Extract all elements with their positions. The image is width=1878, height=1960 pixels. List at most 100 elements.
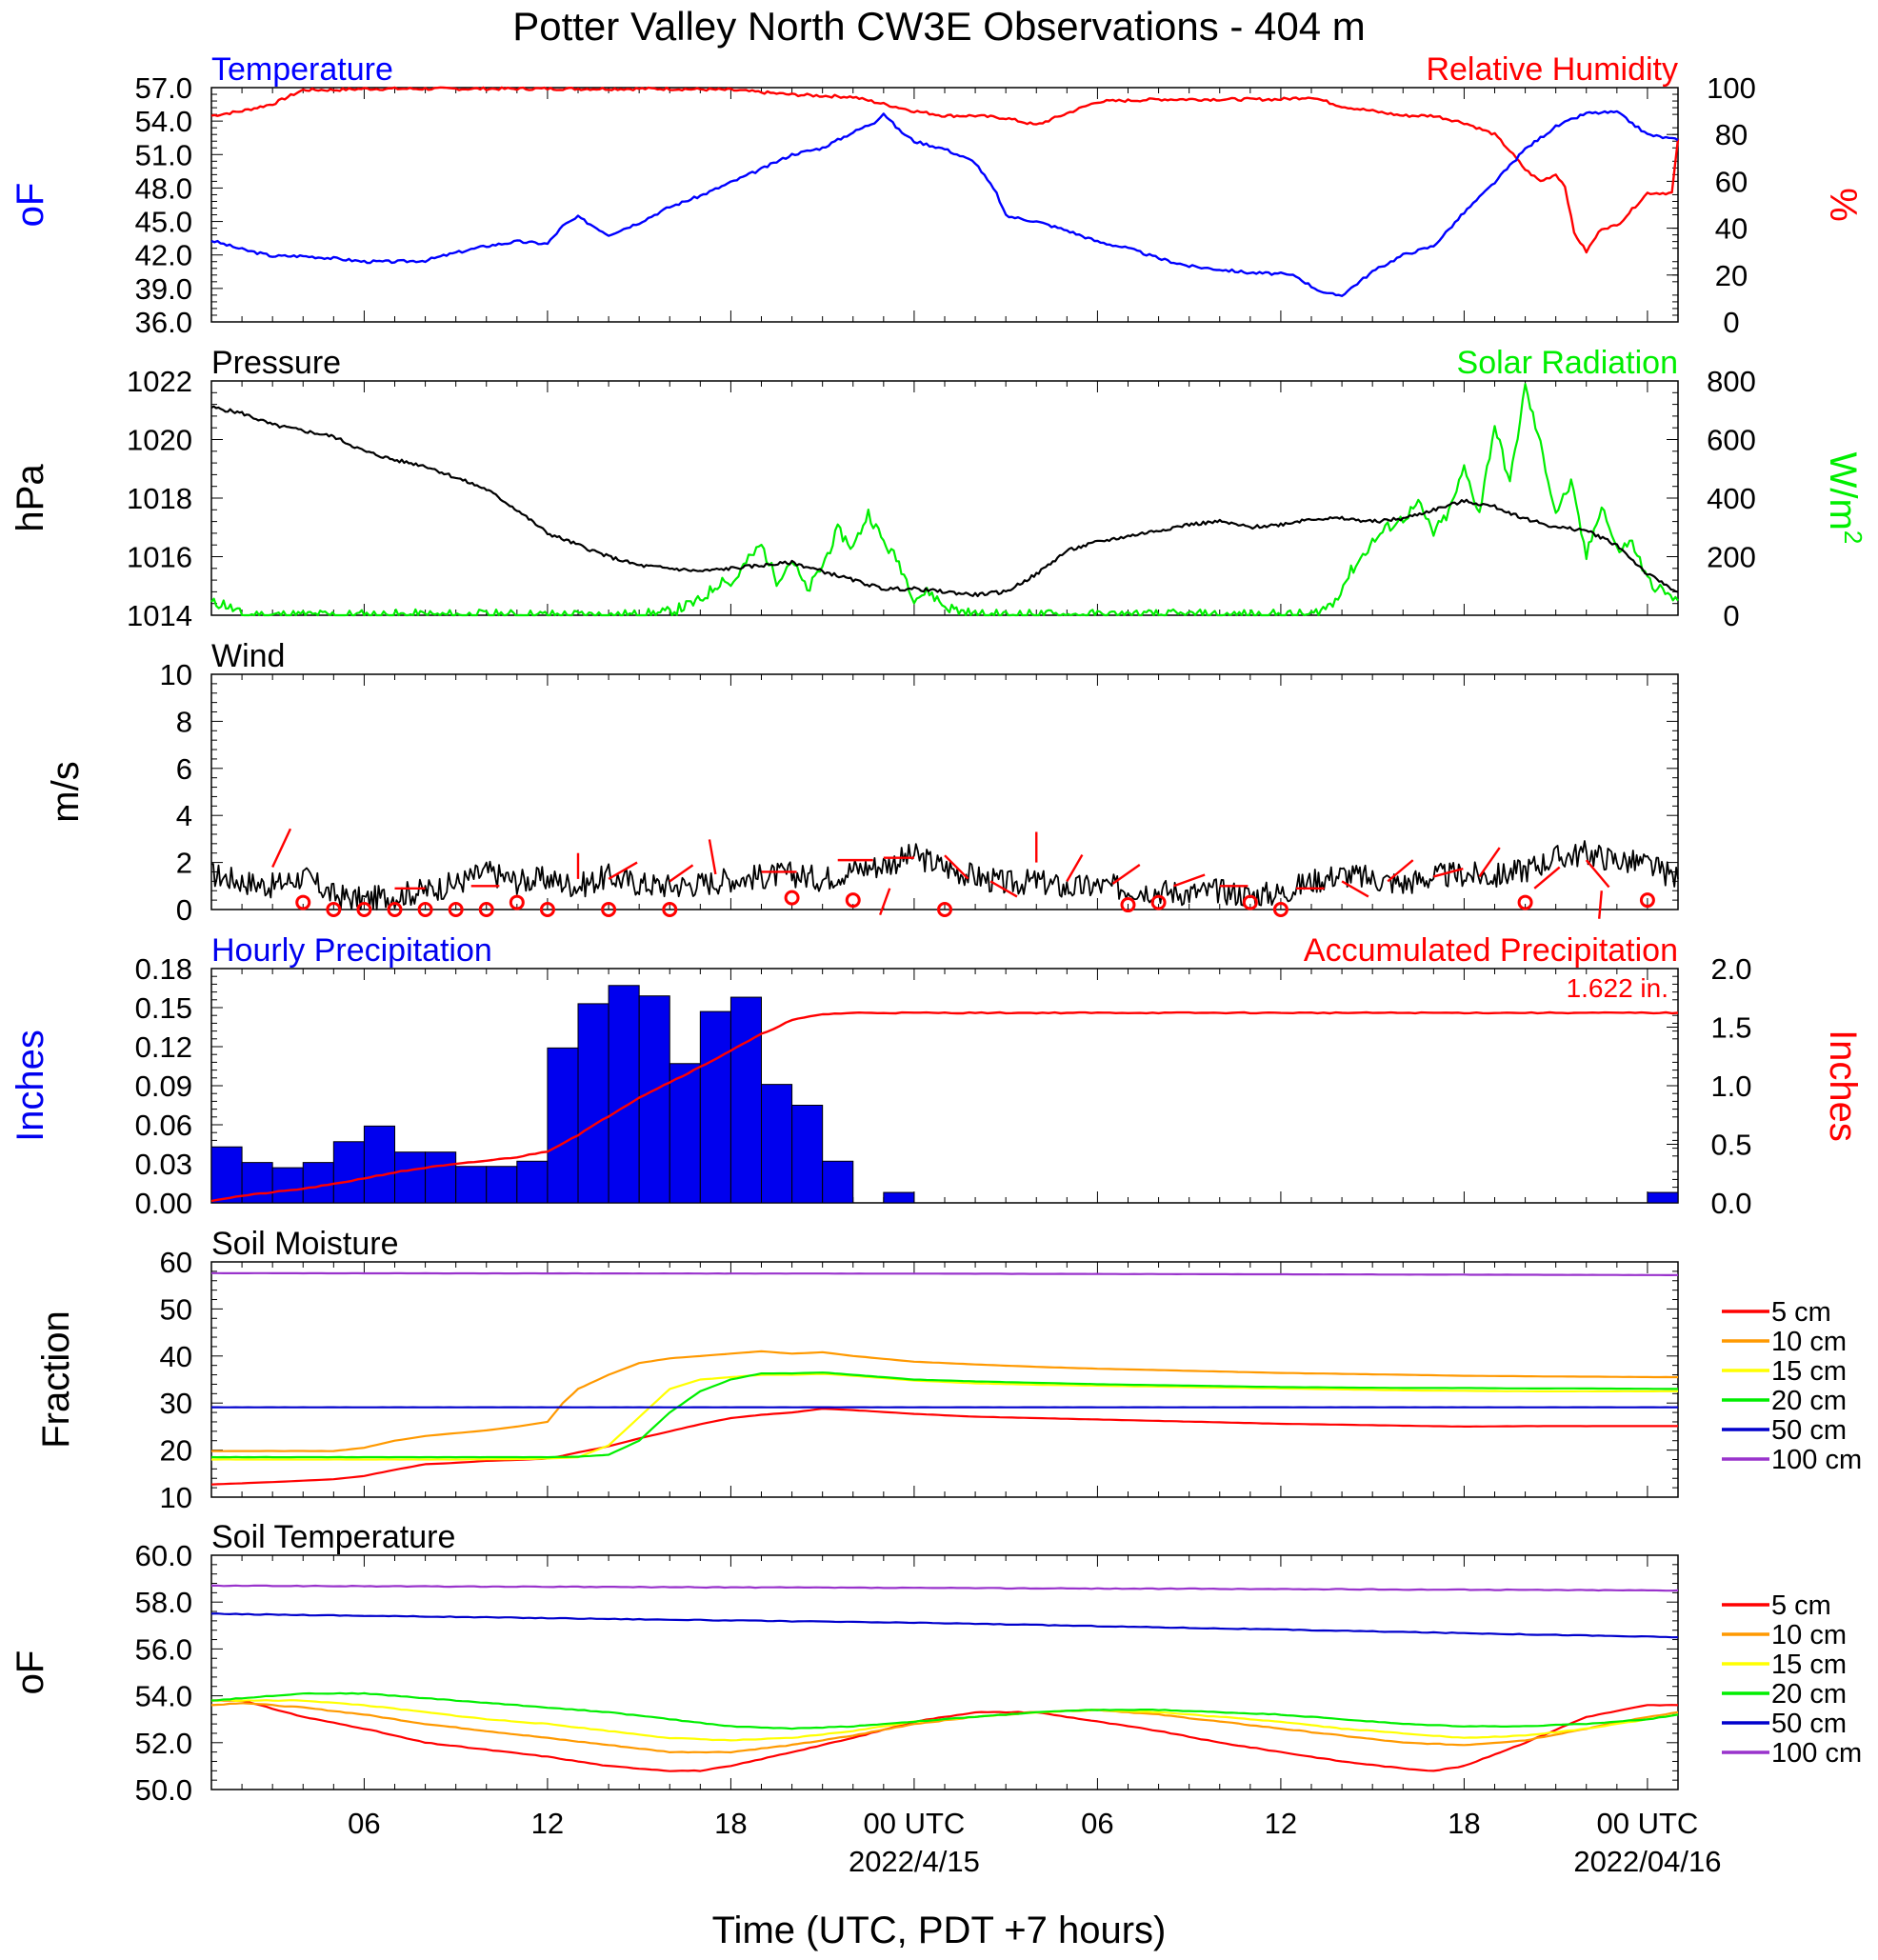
precip-bar (1647, 1191, 1679, 1204)
series-temperature (210, 110, 1679, 297)
series-solar-radiation (210, 383, 1679, 617)
wind-calm-marker (1639, 892, 1655, 909)
wind-barb (708, 839, 717, 875)
y-right-tick-label: 200 (1707, 541, 1756, 574)
y-tick-label: 56.0 (135, 1632, 192, 1666)
precip-bar (425, 1151, 457, 1204)
y-tick-label: 1018 (127, 482, 192, 515)
y-tick-label: 57.0 (135, 71, 192, 105)
x-tick-date-label: 2022/4/15 (849, 1845, 980, 1878)
wind-calm-marker (539, 902, 555, 917)
panel-title-temperature: Temperature (211, 51, 393, 88)
x-tick-label: 00 UTC (864, 1807, 966, 1840)
wind-calm-marker (1517, 894, 1533, 910)
y-tick-label: 54.0 (135, 105, 192, 138)
legend-label: 15 cm (1771, 1650, 1847, 1680)
y-tick-label: 60.0 (135, 1539, 192, 1572)
precip-bar (271, 1167, 304, 1204)
y-tick-label: 52.0 (135, 1727, 192, 1760)
series-15-cm (211, 1372, 1678, 1461)
panel-pressure-solar: 1014 1016 1018 1020 1022 0 200 400 600 800 Pressur… (10, 345, 1868, 632)
precip-bar (577, 1003, 609, 1204)
precip-bar (516, 1160, 549, 1204)
precip-bar (729, 996, 763, 1204)
panel-soil-moisture: 10 20 30 40 50 60 Soil Moisture Fraction 5 cm10 … (35, 1226, 1862, 1514)
precip-bar (791, 1105, 824, 1204)
wind-barb (608, 861, 638, 880)
y-right-tick-label: 600 (1707, 424, 1756, 457)
y-right-tick-label: 0.5 (1710, 1129, 1751, 1162)
legend-label: 100 cm (1771, 1445, 1862, 1475)
precip-bar (241, 1162, 273, 1204)
legend-label: 5 cm (1771, 1297, 1831, 1328)
y-right-tick-label: 60 (1715, 165, 1748, 198)
y-tick-label: 40 (160, 1340, 192, 1373)
precip-bar (883, 1191, 915, 1204)
wind-barb (1478, 847, 1501, 878)
panel-title-pressure: Pressure (211, 345, 341, 381)
wind-barb (1173, 873, 1206, 888)
panel-temperature-humidity: 36.039.042.045.048.051.054.057.0 0 20 40 60 8… (10, 51, 1864, 339)
legend-label: 20 cm (1771, 1679, 1847, 1710)
precip-bar (302, 1162, 334, 1204)
y-label-wind: m/s (45, 761, 87, 822)
panel-title-humidity: Relative Humidity (1426, 51, 1678, 88)
y-right-tick-label: 40 (1715, 212, 1748, 246)
y-tick-label: 0.09 (135, 1070, 192, 1103)
y-label-hourly-precip: Inches (10, 1030, 51, 1142)
series-20-cm (210, 1371, 1678, 1459)
y-tick-label: 30 (160, 1387, 192, 1420)
legend-label: 50 cm (1771, 1709, 1847, 1739)
panel-soil-temperature: 50.0 52.0 54.0 56.0 58.0 60.0 Soil Temperature… (10, 1519, 1862, 1807)
precip-bar (547, 1047, 579, 1204)
y-label-accumulated-precip: Inches (1822, 1030, 1864, 1142)
precip-bar (822, 1160, 854, 1204)
y-tick-label: 0.15 (135, 991, 192, 1025)
y-right-tick-label: 800 (1707, 365, 1756, 398)
y-tick-label: 45.0 (135, 206, 192, 239)
x-axis-label: Time (UTC, PDT +7 hours) (712, 1910, 1167, 1951)
series-10-cm (211, 1350, 1678, 1452)
legend-label: 5 cm (1771, 1590, 1831, 1621)
y-label-temperature: oF (10, 183, 51, 228)
y-tick-label: 0.03 (135, 1148, 192, 1181)
wind-calm-marker (1242, 894, 1258, 910)
wind-calm-marker (295, 894, 311, 910)
y-tick-label: 10 (160, 658, 192, 691)
x-tick-label: 06 (1081, 1807, 1113, 1840)
wind-calm-marker (601, 902, 617, 917)
y-right-tick-label: 80 (1715, 118, 1748, 151)
y-tick-label: 6 (176, 752, 192, 786)
y-tick-label: 51.0 (135, 138, 192, 171)
y-label-humidity: % (1822, 188, 1864, 222)
x-tick-label: 18 (1448, 1807, 1480, 1840)
precip-bar (761, 1084, 793, 1204)
panel-title-accumulated-precip: Accumulated Precipitation (1304, 932, 1678, 969)
y-tick-label: 1020 (127, 424, 192, 457)
wind-calm-marker (448, 902, 464, 917)
x-axis: 06 12 18 00 UTC 2022/4/15 06 12 18 00 UTC 2022/04… (348, 1807, 1721, 1878)
y-label-soil-temperature: oF (10, 1650, 51, 1695)
series-50-cm (210, 1612, 1679, 1639)
precip-bar (332, 1141, 365, 1204)
plot-frame (210, 87, 1679, 323)
series-5-cm (210, 1407, 1678, 1486)
precip-total-annotation: 1.622 in. (1567, 973, 1668, 1003)
y-tick-label: 2 (176, 847, 192, 880)
series-20-cm (210, 1691, 1679, 1730)
y-tick-label: 1016 (127, 541, 192, 574)
y-right-tick-label: 0.0 (1710, 1187, 1751, 1220)
y-right-tick-label: 1.5 (1710, 1011, 1751, 1045)
y-right-tick-label: 20 (1715, 259, 1748, 292)
wind-calm-marker (845, 892, 861, 909)
legend-label: 100 cm (1771, 1738, 1862, 1769)
wind-calm-marker (417, 902, 433, 917)
y-tick-label: 42.0 (135, 239, 192, 272)
wind-calm-marker (1120, 897, 1136, 913)
y-right-tick-label: 0 (1723, 306, 1739, 339)
wind-calm-marker (937, 902, 952, 917)
wind-barb (1341, 880, 1369, 898)
